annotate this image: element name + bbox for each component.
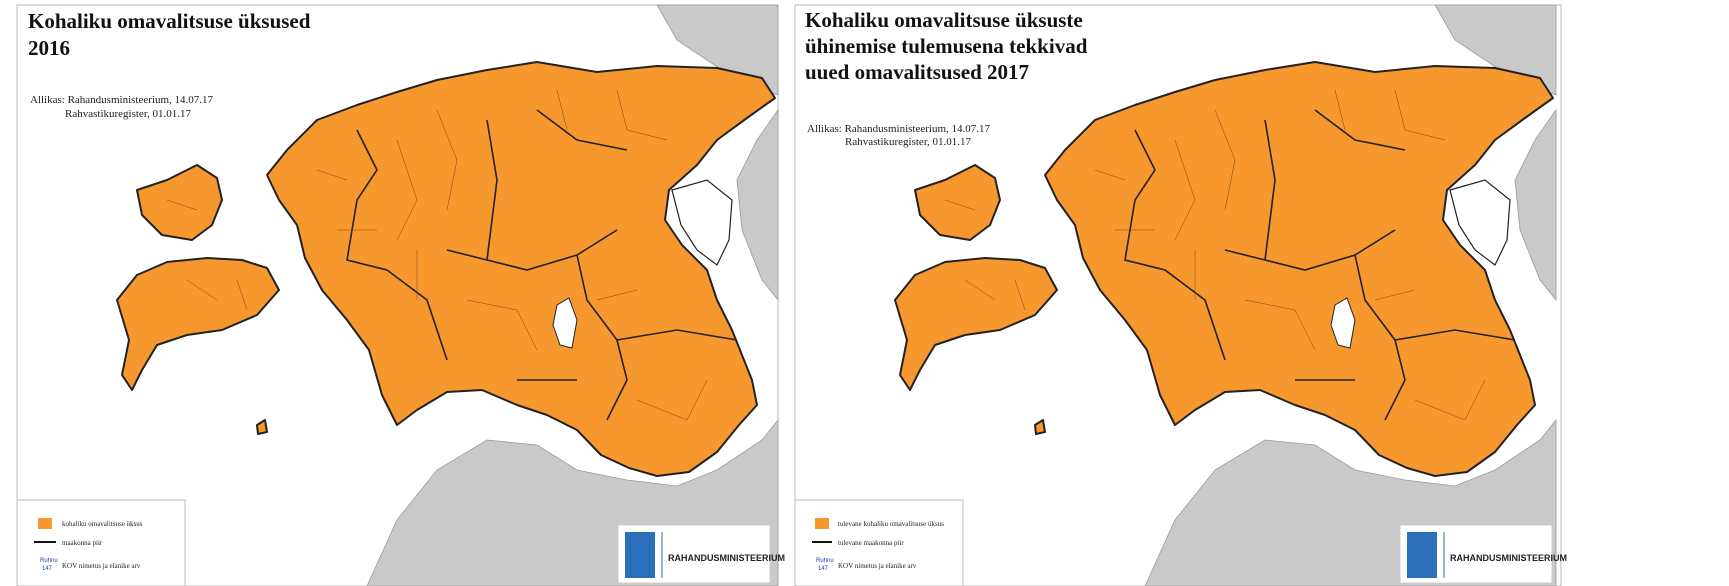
legend-label: tulevane maakonna piir: [838, 539, 904, 547]
map-title: 2016: [28, 36, 70, 60]
legend-swatch: [38, 518, 52, 529]
legend-label: kohaliku omavalitsuse üksus: [62, 520, 143, 528]
legend-label: KOV nimetus ja elanike arv: [838, 562, 917, 570]
legend-label: tulevane kohaliku omavalitsuse üksus: [838, 520, 944, 528]
legend-label: maakonna piir: [62, 539, 103, 547]
map-title: Kohaliku omavalitsuse üksuste: [805, 8, 1083, 32]
logo-emblem: [625, 532, 655, 578]
source: Rahvastikuregister, 01.01.17: [845, 136, 972, 148]
logo-emblem: [1407, 532, 1437, 578]
legend-swatch: [815, 518, 829, 529]
source: Rahvastikuregister, 01.01.17: [65, 108, 192, 120]
map-title: Kohaliku omavalitsuse üksused: [28, 9, 311, 33]
source: Allikas: Rahandusministeerium, 14.07.17: [807, 123, 991, 135]
map-title: ühinemise tulemusena tekkivad: [805, 34, 1088, 58]
logo-text: Rahandusministeerium: [668, 553, 785, 563]
source: Allikas: Rahandusministeerium, 14.07.17: [30, 94, 214, 106]
legend-label: KOV nimetus ja elanike arv: [62, 562, 141, 570]
logo-text: Rahandusministeerium: [1450, 553, 1567, 563]
map-panel: Kohaliku omavalitsuse üksused 2016 Allik…: [16, 4, 785, 586]
map-panel: Kohaliku omavalitsuse üksuste ühinemise …: [794, 4, 1567, 586]
map-title: uued omavalitsused 2017: [805, 60, 1029, 84]
legend-sample: Ruhnu: [40, 558, 58, 564]
legend-sample: 147: [42, 566, 53, 572]
legend-sample: 147: [818, 566, 829, 572]
legend-sample: Ruhnu: [816, 558, 834, 564]
